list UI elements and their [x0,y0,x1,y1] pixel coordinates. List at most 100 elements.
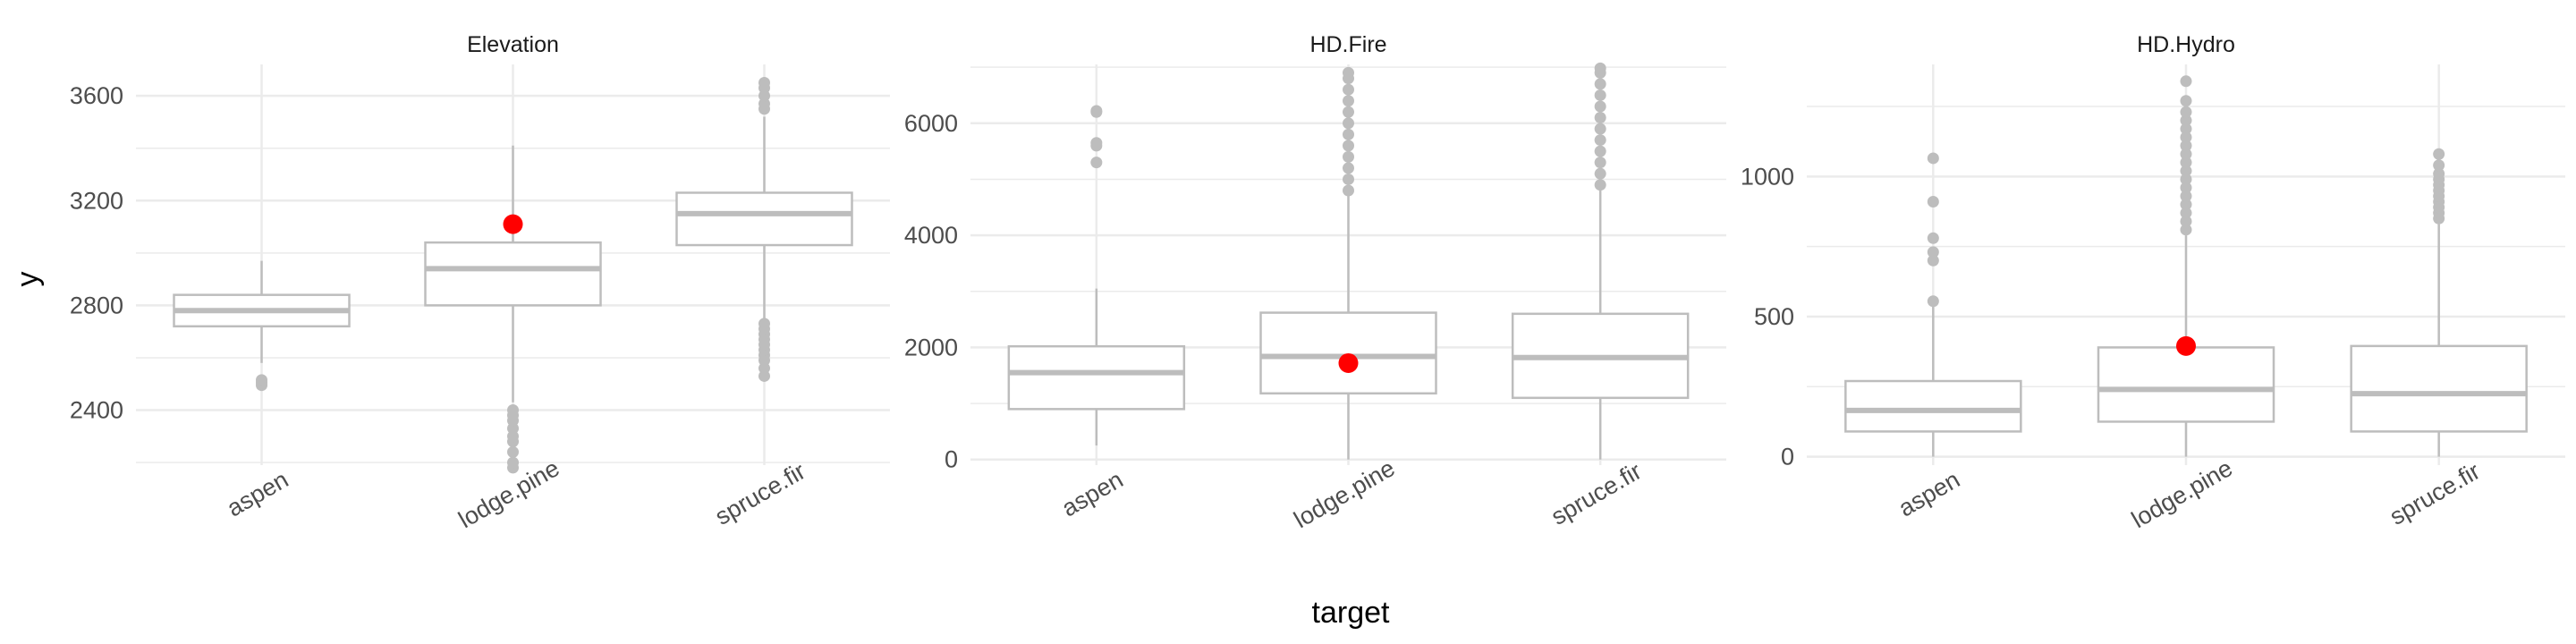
outlier-point [1594,167,1606,180]
outlier-point [2180,182,2192,194]
outlier-point [1927,295,1939,308]
outlier-point [2180,199,2192,211]
y-tick-label: 500 [1754,303,1794,330]
outlier-point [1090,137,1103,149]
outlier-point [507,445,519,458]
outlier-point [1343,117,1354,130]
outlier-point [1594,62,1606,74]
outlier-point [1594,100,1606,113]
x-tick-label: lodge.pine [1290,454,1400,533]
outlier-point [758,76,770,89]
box-spruce.fir [675,76,853,382]
y-tick-label: 4000 [904,222,958,249]
outlier-point [1594,123,1606,135]
box-iqr [1844,379,2022,433]
outlier-point [1343,106,1354,118]
outlier-point [2180,165,2192,177]
y-tick-label: 3600 [70,82,123,109]
highlight-point [2176,335,2196,356]
outlier-point [2433,167,2445,180]
outlier-point [1343,162,1354,174]
highlight-point [503,214,523,234]
facet-panels: Elevation 2400 2800 3200 3600 aspen lodge.pine… [70,32,2565,533]
y-axis-title: y [11,272,45,287]
box-aspen [1844,152,2022,457]
x-tick-label: aspen [1057,466,1128,522]
outlier-point [2180,106,2192,118]
outlier-point [2180,114,2192,127]
panel-title: Elevation [467,32,559,57]
outlier-point [2180,173,2192,185]
box-iqr [675,191,853,247]
outlier-point [1343,184,1354,197]
outlier-point [1343,150,1354,163]
box-aspen [1007,105,1186,446]
outlier-point [1090,105,1103,117]
outlier-point [1594,89,1606,101]
outlier-point [2180,157,2192,169]
outlier-point [1594,112,1606,124]
outlier-point [1927,246,1939,258]
outlier-point [1594,179,1606,191]
facet-panel-2: HD.Hydro 0 500 1000 aspen lodge.pine spruce.fi… [1741,32,2565,533]
outlier-point [2433,148,2445,160]
outlier-point [1927,152,1939,165]
outlier-point [1343,83,1354,96]
outlier-point [1927,254,1939,267]
outlier-point [507,404,519,417]
outlier-point [1594,157,1606,169]
x-tick-label: aspen [1894,466,1964,522]
box-iqr [2097,346,2275,423]
outlier-point [1594,134,1606,147]
outlier-point [1594,145,1606,157]
outlier-point [507,456,519,469]
x-tick-label: spruce.fir [710,457,809,530]
x-tick-label: spruce.fir [2385,457,2485,530]
y-tick-label: 0 [1781,444,1794,470]
x-axis-title: target [1312,596,1390,630]
box-lodge.pine [2097,75,2275,457]
outlier-point [2433,159,2445,172]
outlier-point [2180,131,2192,143]
facet-panel-1: HD.Fire 0 2000 4000 6000 aspen lodge.pine spruc… [904,32,1726,533]
x-tick-label: aspen [223,466,293,522]
y-tick-label: 1000 [1741,163,1794,190]
box-aspen [173,260,351,392]
outlier-point [2180,123,2192,135]
box-spruce.fir [2350,148,2528,457]
box-spruce.fir [1511,62,1690,460]
outlier-point [1343,173,1354,185]
box-iqr [1007,344,1186,411]
y-tick-label: 2000 [904,334,958,360]
x-tick-label: spruce.fir [1546,457,1646,530]
outlier-point [1343,95,1354,107]
y-tick-label: 6000 [904,110,958,137]
box-iqr [2350,344,2528,433]
y-tick-label: 2400 [70,397,123,424]
y-tick-label: 3200 [70,187,123,214]
outlier-point [2180,148,2192,160]
panel-title: HD.Hydro [2137,32,2235,57]
outlier-point [2180,207,2192,219]
outlier-point [2180,224,2192,236]
y-tick-label: 0 [945,446,958,473]
outlier-point [2180,75,2192,88]
y-tick-label: 2800 [70,292,123,318]
outlier-point [2180,190,2192,202]
box-lodge.pine [1259,66,1437,460]
box-iqr [1259,311,1437,395]
box-lodge.pine [424,145,602,474]
box-iqr [424,241,602,307]
outlier-point [758,318,770,330]
outlier-point [256,374,267,386]
outlier-point [1090,157,1103,169]
outlier-point [2180,215,2192,227]
outlier-point [2180,95,2192,107]
outlier-point [1343,140,1354,152]
outlier-point [1927,196,1939,208]
panel-title: HD.Fire [1309,32,1386,57]
outlier-point [1594,78,1606,90]
outlier-point [2180,140,2192,152]
